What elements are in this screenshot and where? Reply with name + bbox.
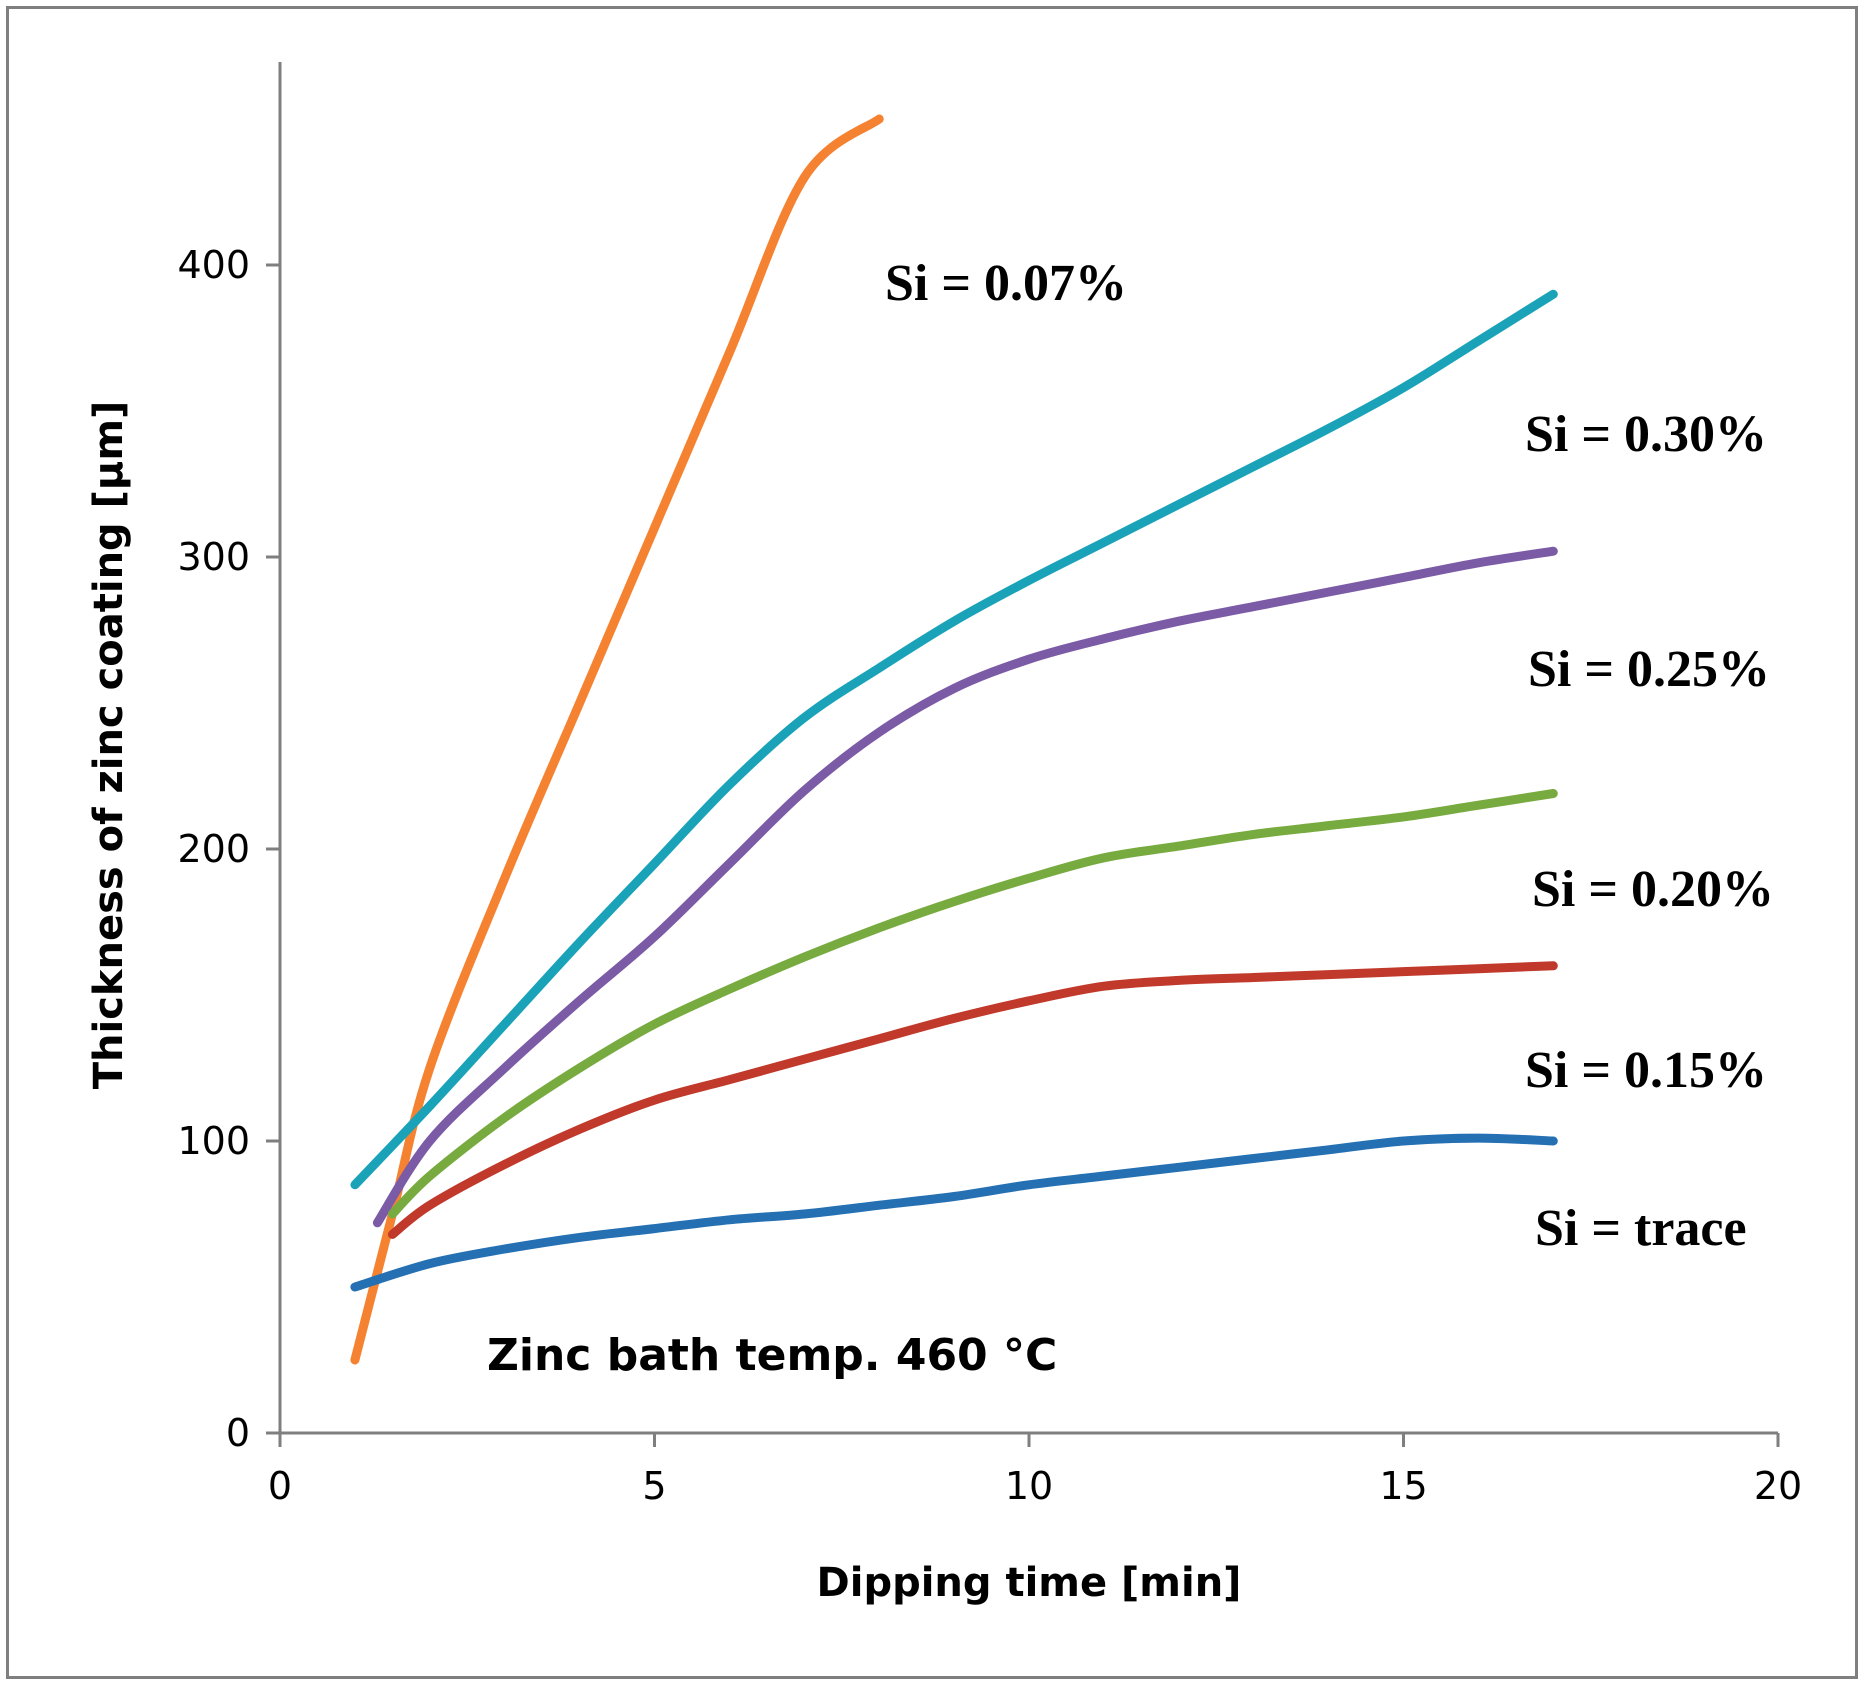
x-ticks: 0 5 10 15 20 — [268, 1433, 1802, 1508]
y-tick-label: 200 — [177, 827, 250, 871]
series-line-si-0-15 — [387, 961, 1558, 1239]
y-ticks: 0 100 200 300 400 — [177, 243, 280, 1455]
series-label-si-0-07: Si = 0.07% — [885, 255, 1127, 312]
y-tick-label: 0 — [226, 1411, 250, 1455]
x-tick-label: 5 — [642, 1464, 666, 1508]
series-label-si-0-25: Si = 0.25% — [1528, 641, 1770, 698]
series-lines — [350, 114, 1558, 1365]
y-tick-label: 100 — [177, 1119, 250, 1163]
bath-temp-annotation: Zinc bath temp. 460 °C — [487, 1330, 1057, 1381]
series-line-si-trace — [350, 1133, 1558, 1292]
x-tick-label: 15 — [1379, 1464, 1427, 1508]
series-line-si-0-20 — [387, 789, 1558, 1219]
series-line-si-0-07 — [350, 114, 884, 1365]
series-line-si-0-30 — [350, 289, 1558, 1190]
x-axis-title: Dipping time [min] — [817, 1560, 1242, 1606]
y-tick-label: 300 — [177, 535, 250, 579]
series-label-si-0-15: Si = 0.15% — [1525, 1042, 1767, 1099]
series-label-si-0-30: Si = 0.30% — [1525, 406, 1767, 463]
series-label-si-trace: Si = trace — [1535, 1200, 1747, 1257]
x-tick-label: 0 — [268, 1464, 292, 1508]
x-tick-label: 20 — [1754, 1464, 1802, 1508]
series-line-si-0-25 — [372, 546, 1558, 1228]
y-tick-label: 400 — [177, 243, 250, 287]
chart-frame — [6, 6, 1858, 1679]
x-tick-label: 10 — [1005, 1464, 1053, 1508]
y-axis-title: Thickness of zinc coating [µm] — [86, 401, 132, 1090]
series-label-si-0-20: Si = 0.20% — [1532, 861, 1774, 918]
